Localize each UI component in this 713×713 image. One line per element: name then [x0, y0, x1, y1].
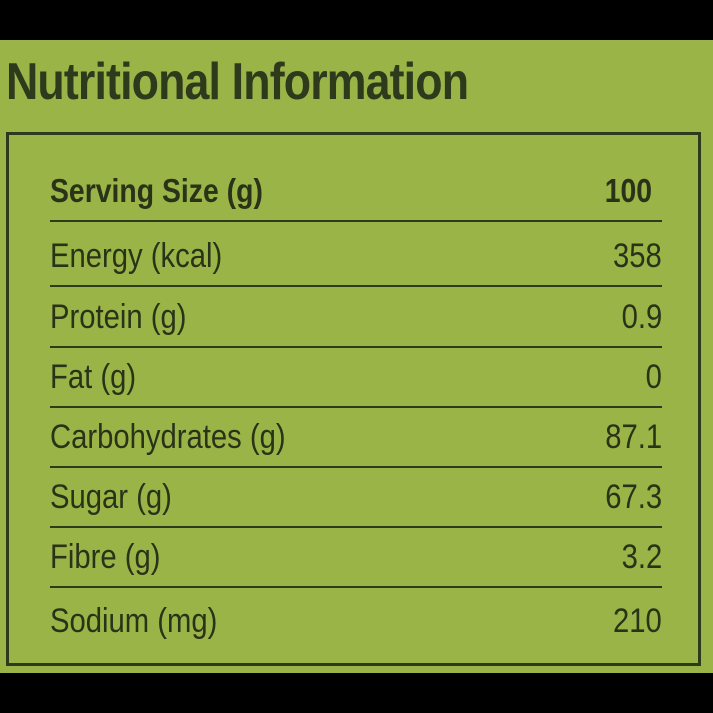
table-row-fat: Fat (g) 0: [50, 347, 662, 408]
nutrition-panel: [0, 40, 713, 673]
row-label: Fibre (g): [50, 537, 161, 576]
table-row-energy: Energy (kcal) 358: [50, 226, 662, 287]
page-title: Nutritional Information: [6, 53, 469, 111]
row-label: Fat (g): [50, 357, 137, 396]
table-row-carbohydrates: Carbohydrates (g) 87.1: [50, 407, 662, 468]
row-value: 358: [613, 236, 662, 275]
table-row-sugar: Sugar (g) 67.3: [50, 467, 662, 528]
table-row-fibre: Fibre (g) 3.2: [50, 527, 662, 588]
table-row-sodium: Sodium (mg) 210: [50, 591, 662, 650]
row-label: Sugar (g): [50, 477, 172, 516]
nutrition-table-frame: [6, 132, 701, 666]
row-value: 3.2: [621, 537, 662, 576]
row-label: Serving Size (g): [50, 171, 263, 209]
row-value: 0: [645, 357, 662, 396]
row-value: 67.3: [605, 477, 662, 516]
table-row-protein: Protein (g) 0.9: [50, 287, 662, 348]
table-row-serving-size: Serving Size (g) 100: [50, 161, 662, 222]
row-label: Protein (g): [50, 297, 187, 336]
row-label: Energy (kcal): [50, 236, 223, 275]
row-value: 87.1: [605, 417, 662, 456]
row-value: 210: [613, 601, 662, 640]
row-label: Carbohydrates (g): [50, 417, 286, 456]
row-value: 100: [604, 171, 652, 209]
row-value: 0.9: [621, 297, 662, 336]
row-label: Sodium (mg): [50, 601, 218, 640]
